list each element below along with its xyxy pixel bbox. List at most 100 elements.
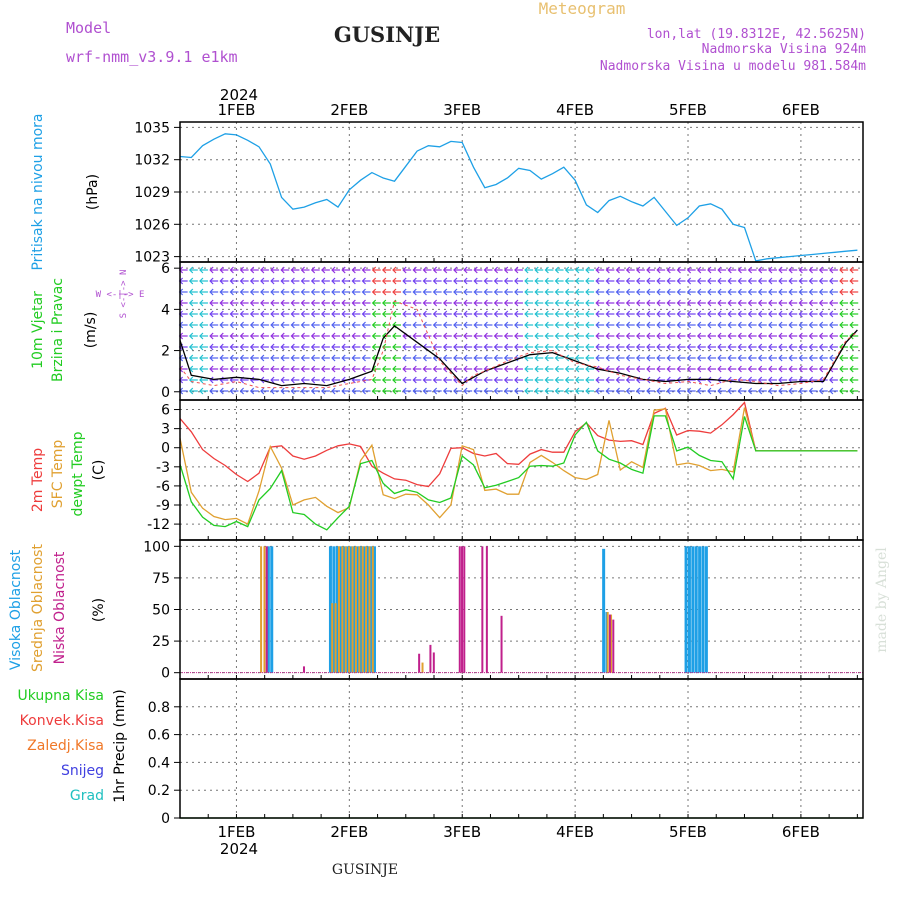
wind-arrow-head (473, 387, 478, 395)
wind-arrow-head (341, 387, 346, 395)
wind-arrow-head (493, 310, 499, 318)
wind-arrow-head (310, 387, 316, 395)
ytick-label: 0.6 (148, 728, 170, 744)
wind-arrow-head (696, 354, 702, 362)
wind-arrow-head (737, 266, 742, 274)
wind-arrow-head (768, 310, 773, 318)
wind-arrow-head (188, 354, 194, 362)
wind-arrow-head (514, 321, 519, 329)
wind-arrow-head (768, 365, 773, 373)
wind-arrow-head (839, 376, 844, 384)
wind-arrow-head (686, 299, 692, 307)
wind-arrow-head (382, 277, 387, 285)
wind-arrow-head (544, 354, 549, 362)
wind-arrow-head (371, 321, 377, 329)
wind-arrow-head (280, 376, 285, 384)
wind-arrow-head (768, 376, 773, 384)
wind-arrow-head (656, 354, 661, 362)
wind-arrow-head (747, 354, 753, 362)
wind-arrow-head (605, 354, 610, 362)
wind-arrow-head (636, 288, 641, 296)
wind-arrow-head (392, 310, 397, 318)
wind-arrow-head (371, 288, 377, 296)
wind-arrow-head (524, 310, 529, 318)
wind-arrow-head (463, 299, 468, 307)
wind-arrow-head (331, 376, 336, 384)
wind-arrow-head (503, 310, 509, 318)
wind-arrow-head (839, 332, 844, 340)
wind-arrow-head (676, 365, 681, 373)
wind-arrow-head (717, 321, 722, 329)
wind-ylabel2: Brzina i Pravac (50, 278, 66, 382)
precipitation-frame (179, 678, 864, 819)
wind-arrow-head (524, 266, 529, 274)
ytick-label: -9 (156, 498, 170, 514)
wind-arrow-head (270, 365, 275, 373)
wind-arrow-head (493, 277, 499, 285)
cloud-label-high: Visoka Oblacnost (8, 549, 24, 670)
wind-arrow-head (199, 376, 204, 384)
wind-arrow-head (412, 310, 417, 318)
wind-arrow-head (544, 332, 549, 340)
wind-arrow-head (341, 376, 346, 384)
wind-arrow-head (605, 387, 610, 395)
wind-arrow-head (453, 288, 458, 296)
wind-arrow-head (788, 365, 793, 373)
wind-arrow-head (524, 299, 529, 307)
wind-arrow-head (239, 310, 245, 318)
wind-arrow-head (788, 310, 793, 318)
wind-arrow-head (829, 376, 834, 384)
wind-arrow-head (209, 376, 214, 384)
wind-arrow-head (646, 299, 651, 307)
wind-arrow-head (839, 288, 844, 296)
wind-arrow-head (432, 299, 438, 307)
elevation-label: Nadmorska Visina 924m (702, 42, 867, 57)
wind-arrow-head (219, 343, 224, 351)
wind-arrow-head (463, 288, 468, 296)
wind-arrow-head (219, 365, 224, 373)
wind-arrow-head (778, 387, 783, 395)
wind-arrow-head (209, 288, 214, 296)
wind-arrow-head (666, 343, 671, 351)
wind-arrow-head (615, 365, 620, 373)
cloud-bar (349, 546, 353, 673)
precip-label-grad: Grad (70, 788, 104, 804)
temperature-series-2m Temp (179, 401, 858, 488)
wind-arrow-head (636, 310, 641, 318)
wind-arrow-head (432, 266, 438, 274)
wind-arrow-head (656, 266, 661, 274)
wind-arrow-head (585, 376, 590, 384)
wind-arrow-head (625, 321, 631, 329)
wind-arrow-head (808, 310, 814, 318)
wind-arrow-head (788, 266, 793, 274)
wind-arrow-head (229, 321, 234, 329)
wind-arrow-head (707, 343, 712, 351)
wind-arrow-head (229, 387, 234, 395)
wind-arrow-head (554, 310, 560, 318)
wind-arrow-head (402, 321, 407, 329)
wind-arrow-head (453, 343, 458, 351)
wind-arrow-head (534, 299, 539, 307)
top-day-label: 3FEB (443, 101, 481, 119)
wind-arrow-head (544, 365, 549, 373)
wind-arrow-head (442, 310, 448, 318)
wind-arrow-head (788, 288, 793, 296)
cloud-bar (461, 546, 464, 673)
wind-arrow-head (778, 354, 783, 362)
wind-arrow-head (514, 299, 519, 307)
wind-arrow-head (310, 365, 316, 373)
wind-arrow-head (300, 343, 305, 351)
wind-arrow-head (300, 354, 305, 362)
wind-arrow-head (798, 365, 803, 373)
wind-arrow-head (676, 354, 681, 362)
wind-arrow-head (209, 343, 214, 351)
wind-arrow-head (757, 321, 763, 329)
top-day-label: 4FEB (556, 101, 594, 119)
cloud-bar (429, 644, 432, 673)
wind-arrow-head (625, 310, 631, 318)
wind-arrow-head (839, 266, 844, 274)
ytick-label: 4 (161, 302, 170, 318)
wind-arrow-head (412, 387, 417, 395)
wind-arrow-head (717, 332, 722, 340)
wind-arrow-head (290, 321, 295, 329)
